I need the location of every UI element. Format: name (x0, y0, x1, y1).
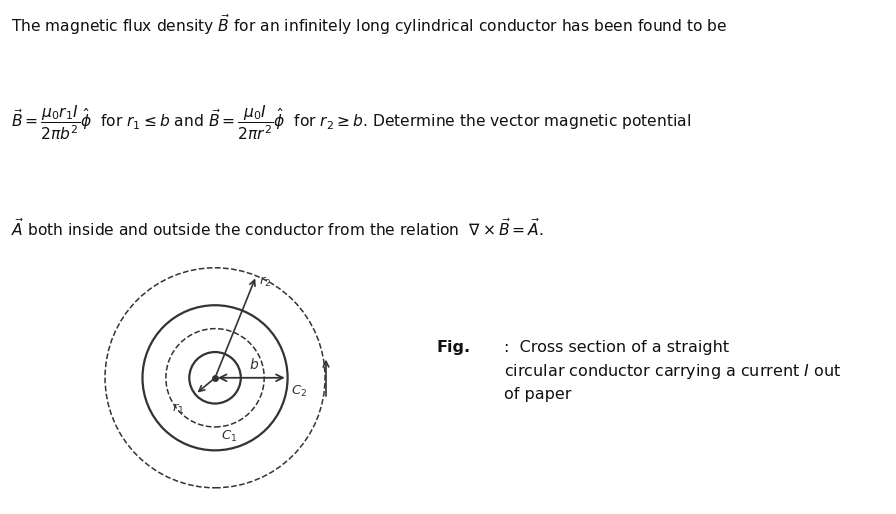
Text: $C_2$: $C_2$ (291, 384, 307, 399)
Text: $C_1$: $C_1$ (220, 429, 237, 445)
Text: $\vec{A}$ both inside and outside the conductor from the relation  $\nabla \time: $\vec{A}$ both inside and outside the co… (11, 217, 543, 237)
Text: :  Cross section of a straight
circular conductor carrying a current $I$ out
of : : Cross section of a straight circular c… (504, 340, 841, 402)
Text: The magnetic flux density $\vec{B}$ for an infinitely long cylindrical conductor: The magnetic flux density $\vec{B}$ for … (11, 12, 728, 36)
Text: Fig.: Fig. (436, 340, 470, 355)
Text: $b$: $b$ (248, 357, 259, 372)
Text: $r_1$: $r_1$ (171, 402, 184, 416)
Text: $r_2$: $r_2$ (259, 275, 271, 289)
Text: $\vec{B} = \dfrac{\mu_0 r_1 I}{2\pi b^2}\hat{\phi}$  for $r_1 \leq b$ and $\vec{: $\vec{B} = \dfrac{\mu_0 r_1 I}{2\pi b^2}… (11, 104, 691, 142)
